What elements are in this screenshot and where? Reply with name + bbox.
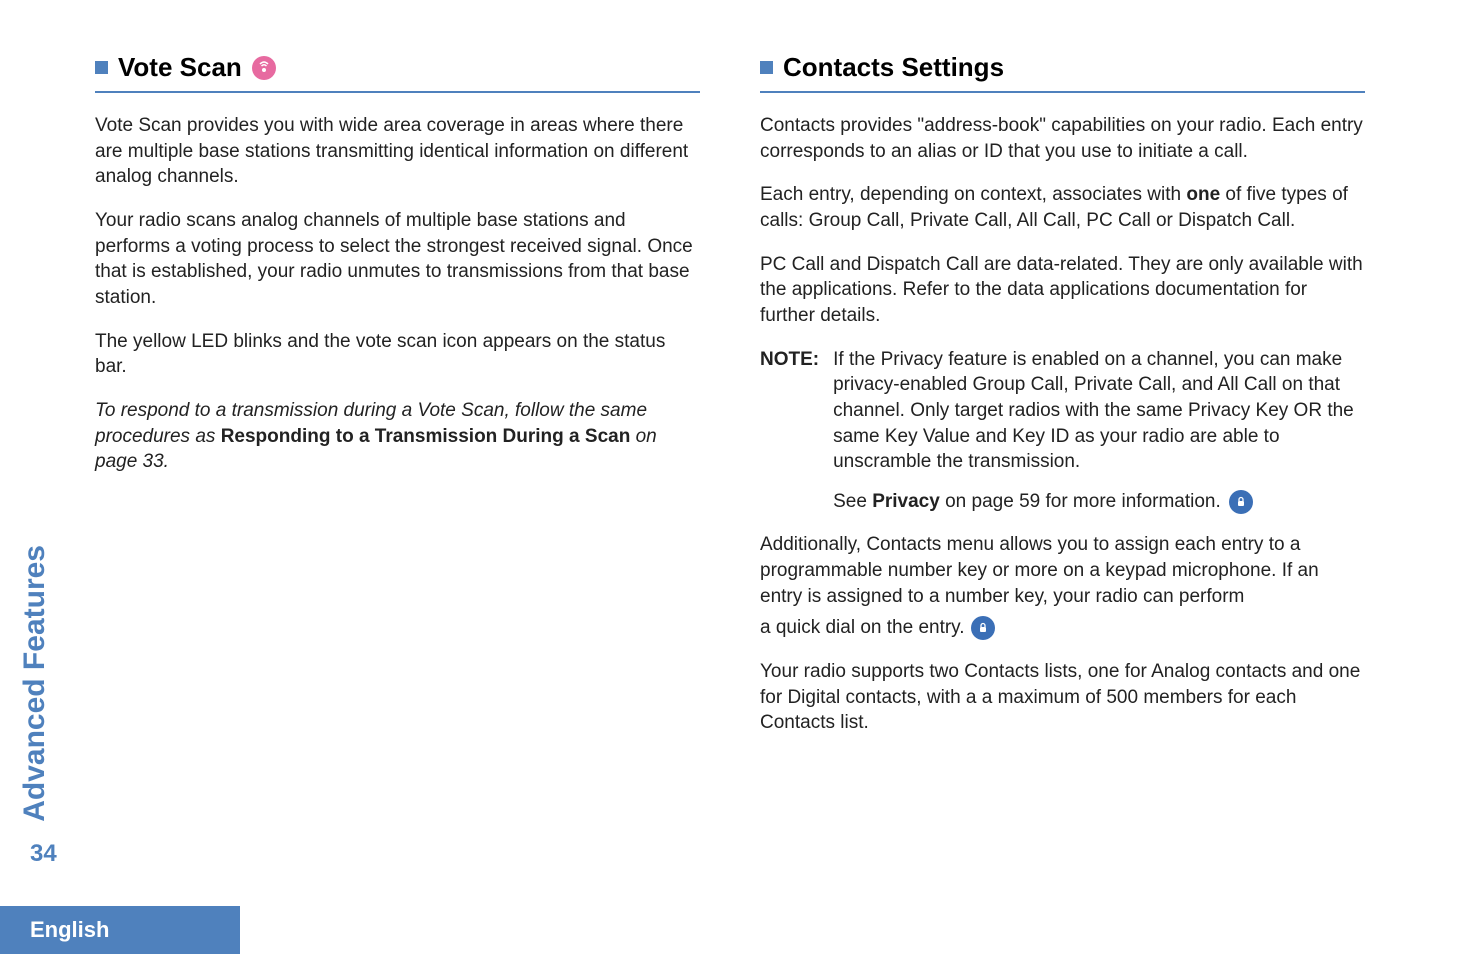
note-see-line: See Privacy on page 59 for more informat…: [833, 489, 1365, 515]
note-body-text: If the Privacy feature is enabled on a c…: [833, 349, 1354, 473]
contacts-p5: a quick dial on the entry.: [760, 615, 965, 641]
vote-scan-p3: The yellow LED blinks and the vote scan …: [95, 329, 700, 380]
heading-bullet-icon: [95, 61, 108, 74]
contacts-p6: Your radio supports two Contacts lists, …: [760, 659, 1365, 736]
page: Vote Scan Vote Scan provides you with wi…: [0, 0, 1475, 954]
contacts-heading: Contacts Settings: [783, 50, 1004, 85]
note-label: NOTE:: [760, 347, 819, 515]
left-column: Vote Scan Vote Scan provides you with wi…: [95, 50, 700, 754]
heading-bullet-icon: [760, 61, 773, 74]
content-columns: Vote Scan Vote Scan provides you with wi…: [0, 0, 1475, 754]
contacts-p5-line: a quick dial on the entry.: [760, 615, 1365, 641]
vote-scan-heading: Vote Scan: [118, 50, 242, 85]
right-column: Contacts Settings Contacts provides "add…: [760, 50, 1365, 754]
page-number: 34: [30, 840, 57, 868]
note-see-a: See: [833, 491, 872, 512]
note-body-wrap: If the Privacy feature is enabled on a c…: [833, 347, 1365, 515]
vote-scan-heading-row: Vote Scan: [95, 50, 700, 93]
note-see-b: on page 59 for more information.: [940, 491, 1221, 512]
contacts-p1: Contacts provides "address-book" capabil…: [760, 113, 1365, 164]
antenna-icon: [252, 56, 276, 80]
contacts-p4: Additionally, Contacts menu allows you t…: [760, 532, 1365, 609]
contacts-p2-a: Each entry, depending on context, associ…: [760, 184, 1186, 205]
lock-icon: [1229, 490, 1253, 514]
vote-scan-p1: Vote Scan provides you with wide area co…: [95, 113, 700, 190]
vote-scan-p2: Your radio scans analog channels of mult…: [95, 208, 700, 311]
note-block: NOTE: If the Privacy feature is enabled …: [760, 347, 1365, 515]
side-tab-label: Advanced Features: [18, 545, 52, 822]
contacts-heading-row: Contacts Settings: [760, 50, 1365, 93]
note-see-bold: Privacy: [872, 491, 940, 512]
lock-icon: [971, 616, 995, 640]
contacts-p2-bold: one: [1186, 184, 1220, 205]
vote-scan-p4: To respond to a transmission during a Vo…: [95, 398, 700, 475]
footer-language-label: English: [30, 917, 109, 943]
contacts-p2: Each entry, depending on context, associ…: [760, 182, 1365, 233]
footer-language-bar: English: [0, 906, 240, 954]
contacts-p3: PC Call and Dispatch Call are data-relat…: [760, 252, 1365, 329]
vote-scan-p4-bold: Responding to a Transmission During a Sc…: [221, 426, 631, 447]
